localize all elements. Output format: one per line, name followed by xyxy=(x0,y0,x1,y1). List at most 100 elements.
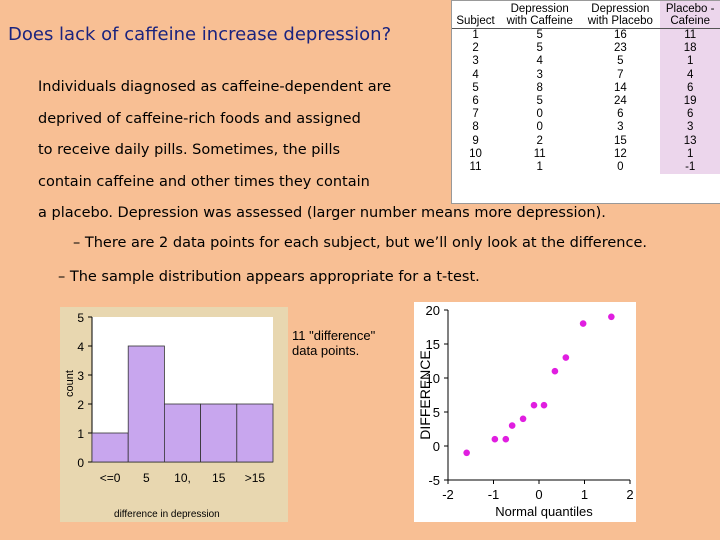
table-row: 6 5 24 19 xyxy=(452,95,720,109)
qq-plot-chart: -5 0 5 10 15 20 -2 -1 0 1 2 Normal quantiles DIFFERE… xyxy=(417,303,634,519)
data-point xyxy=(508,422,516,429)
data-point xyxy=(491,435,499,443)
table-cell: 5 xyxy=(472,81,479,94)
slide-title: Does lack of caffeine increase depressio… xyxy=(8,24,392,45)
histogram-bar xyxy=(200,403,238,463)
table-row: 2 5 23 18 xyxy=(452,42,720,56)
table-cell: 11 xyxy=(469,161,482,174)
data-point xyxy=(551,367,559,375)
paragraph-line: a placebo. Depression was assessed (larg… xyxy=(38,205,606,221)
table-cell: 11 xyxy=(533,147,546,160)
table-cell: 5 xyxy=(536,29,543,41)
histogram-bar xyxy=(127,345,165,463)
table-cell: 11 xyxy=(660,28,720,43)
y-tick-label: 4 xyxy=(77,340,84,354)
histogram-bar xyxy=(164,403,202,463)
table-cell: 0 xyxy=(617,161,624,174)
y-tick-label: 0 xyxy=(433,439,440,454)
table-cell: 1 xyxy=(660,147,720,162)
data-point xyxy=(519,415,527,423)
table-cell: 3 xyxy=(536,68,543,81)
histogram-bar xyxy=(236,403,274,463)
annotation-note: 11 "difference" data points. xyxy=(292,328,376,358)
y-tick-label: 20 xyxy=(426,303,440,318)
table-row: 4 3 7 4 xyxy=(452,68,720,82)
y-tick-label: 0 xyxy=(77,456,84,470)
table-cell: 6 xyxy=(660,81,720,96)
paragraph-line: to receive daily pills. Sometimes, the p… xyxy=(38,142,341,158)
table-cell: 10 xyxy=(469,147,482,160)
table-cell: 18 xyxy=(660,42,720,56)
table-header-row: Subject Depression with Caffeine Depressi… xyxy=(452,1,720,29)
table-cell: 9 xyxy=(472,134,479,147)
y-tick-label: 1 xyxy=(77,427,84,441)
table-cell: 1 xyxy=(660,55,720,69)
table-cell: 3 xyxy=(660,121,720,135)
x-tick-label: >15 xyxy=(245,471,266,485)
y-tick-label: 5 xyxy=(77,311,84,325)
bullet-difference: – There are 2 data points for each subje… xyxy=(73,235,647,251)
x-tick-label: 10, xyxy=(174,471,191,485)
x-axis-label: Normal quantiles xyxy=(495,504,593,519)
paragraph-line: contain caffeine and other times they co… xyxy=(38,173,370,190)
table-cell: 6 xyxy=(660,108,720,122)
y-tick-label: -5 xyxy=(428,473,440,488)
histogram-bar xyxy=(91,432,129,463)
table-row: 10 11 12 1 xyxy=(452,147,720,162)
table-row: 7 0 6 6 xyxy=(452,108,720,122)
table-cell: 8 xyxy=(536,81,543,94)
histogram-panel: 0 1 2 3 4 5 <=0 5 10, 15 >15 difference in depressi… xyxy=(60,307,288,522)
table-cell: 6 xyxy=(472,95,479,108)
header-subject: Subject xyxy=(452,1,500,29)
x-tick-label: 15 xyxy=(212,471,226,485)
x-tick-label: 5 xyxy=(143,471,150,485)
y-tick-label: 10 xyxy=(426,371,440,386)
table-cell: 1 xyxy=(536,161,543,174)
x-tick-label: 0 xyxy=(535,487,542,502)
y-tick-label: 15 xyxy=(426,337,440,352)
y-axis-label: DIFFERENCE xyxy=(417,350,433,439)
y-tick-label: 2 xyxy=(77,398,84,412)
data-point xyxy=(502,435,510,443)
table-cell: 3 xyxy=(472,55,479,68)
table-row: 9 2 15 13 xyxy=(452,134,720,148)
data-point xyxy=(608,313,615,321)
depression-table: Subject Depression with Caffeine Depressi… xyxy=(452,1,720,175)
header-caffeine: Depression with Caffeine xyxy=(499,1,581,29)
table-cell: 19 xyxy=(660,95,720,109)
paragraph-line: Individuals diagnosed as caffeine-depend… xyxy=(38,79,392,95)
bullet-t-test: – The sample distribution appears approp… xyxy=(58,269,480,285)
table-cell: 24 xyxy=(613,95,627,108)
table-cell: 23 xyxy=(613,42,627,55)
x-tick-label: <=0 xyxy=(100,471,121,485)
table-cell: 4 xyxy=(660,68,720,82)
table-row: 8 0 3 3 xyxy=(452,121,720,135)
table-cell: 2 xyxy=(536,134,543,147)
data-table: Subject Depression with Caffeine Depressi… xyxy=(451,0,720,204)
table-row: 11 1 0 -1 xyxy=(452,161,720,175)
qq-plot-panel: -5 0 5 10 15 20 -2 -1 0 1 2 Normal quantiles DIFFERE… xyxy=(414,302,636,522)
table-cell: 5 xyxy=(536,95,543,108)
y-tick-label: 3 xyxy=(77,369,84,383)
table-cell: 6 xyxy=(617,108,624,121)
description-paragraph: Individuals diagnosed as caffeine-depend… xyxy=(38,72,606,230)
x-axis-label: difference in depression xyxy=(114,509,220,520)
table-cell: 5 xyxy=(536,42,543,55)
x-tick-label: -1 xyxy=(488,487,500,502)
header-placebo: Depression with Placebo xyxy=(580,1,661,29)
paragraph-line: deprived of caffeine-rich foods and assi… xyxy=(38,110,361,127)
table-cell: 3 xyxy=(617,121,624,134)
table-cell: -1 xyxy=(660,161,720,175)
histogram-chart: 0 1 2 3 4 5 <=0 5 10, 15 >15 difference in depressi… xyxy=(64,311,274,520)
x-tick-label: 2 xyxy=(626,487,633,502)
table-cell: 7 xyxy=(472,108,479,121)
table-cell: 16 xyxy=(613,29,627,41)
table-cell: 2 xyxy=(472,42,479,55)
table-cell: 5 xyxy=(617,55,624,68)
table-cell: 13 xyxy=(660,134,720,148)
data-point xyxy=(540,401,548,409)
table-cell: 4 xyxy=(472,68,479,81)
data-point xyxy=(562,354,570,361)
table-row: 3 4 5 1 xyxy=(452,55,720,69)
table-row: 1 5 16 11 xyxy=(452,28,720,43)
